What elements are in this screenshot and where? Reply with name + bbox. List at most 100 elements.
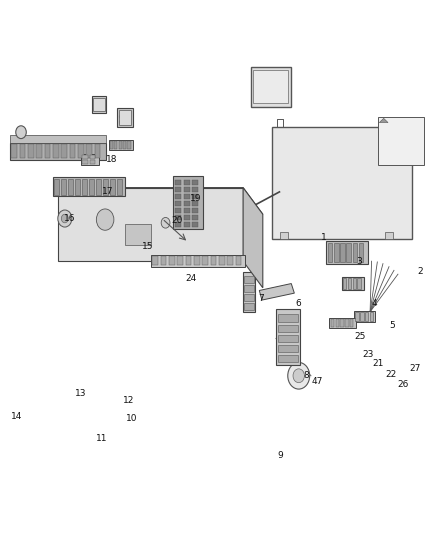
Bar: [346, 243, 351, 262]
Bar: [192, 215, 198, 220]
Polygon shape: [58, 188, 263, 214]
Bar: [93, 98, 105, 111]
Bar: [151, 255, 245, 266]
Bar: [276, 309, 300, 365]
Bar: [173, 176, 203, 229]
Circle shape: [125, 120, 128, 124]
Bar: [54, 179, 59, 195]
Circle shape: [293, 369, 304, 383]
Bar: [244, 276, 254, 283]
Text: 12: 12: [123, 397, 134, 405]
Bar: [244, 303, 254, 310]
Bar: [96, 179, 101, 195]
Bar: [244, 294, 254, 301]
Bar: [45, 144, 50, 158]
Text: 4: 4: [372, 300, 377, 308]
Text: 9: 9: [277, 451, 283, 460]
Bar: [28, 144, 34, 158]
Bar: [177, 256, 183, 265]
Bar: [175, 201, 181, 206]
Bar: [354, 311, 375, 322]
Bar: [61, 144, 67, 158]
Bar: [92, 96, 106, 113]
Bar: [175, 187, 181, 192]
Circle shape: [119, 115, 122, 118]
Bar: [119, 141, 122, 149]
Bar: [336, 319, 339, 327]
Bar: [340, 243, 345, 262]
Bar: [202, 256, 208, 265]
Bar: [184, 201, 190, 206]
Text: 17: 17: [102, 188, 113, 196]
Text: 7: 7: [258, 294, 264, 303]
Bar: [343, 278, 346, 289]
Bar: [175, 222, 181, 227]
Text: 26: 26: [397, 381, 409, 389]
Bar: [357, 278, 361, 289]
Text: 1: 1: [321, 233, 327, 241]
Bar: [110, 141, 113, 149]
Bar: [81, 154, 99, 165]
Bar: [86, 144, 92, 158]
Bar: [110, 179, 115, 195]
Bar: [360, 312, 364, 321]
Circle shape: [125, 115, 128, 118]
Bar: [10, 143, 106, 160]
Bar: [329, 318, 356, 328]
Circle shape: [119, 120, 122, 124]
Bar: [186, 256, 191, 265]
Polygon shape: [243, 188, 263, 288]
Bar: [236, 256, 241, 265]
Bar: [82, 179, 87, 195]
Text: 2: 2: [418, 268, 423, 276]
Bar: [61, 179, 66, 195]
Bar: [355, 312, 359, 321]
Bar: [82, 155, 88, 159]
Bar: [350, 319, 353, 327]
Bar: [378, 117, 424, 165]
Polygon shape: [58, 188, 243, 261]
Circle shape: [96, 209, 114, 230]
Bar: [348, 278, 351, 289]
Bar: [278, 325, 298, 332]
Bar: [227, 256, 233, 265]
Bar: [90, 155, 95, 159]
Text: 3: 3: [356, 257, 362, 265]
Bar: [161, 256, 166, 265]
Text: 23: 23: [362, 350, 374, 359]
Bar: [194, 256, 200, 265]
Bar: [70, 144, 75, 158]
Bar: [244, 285, 254, 292]
Text: 15: 15: [142, 242, 154, 251]
Bar: [340, 319, 344, 327]
Bar: [117, 179, 122, 195]
Bar: [365, 312, 368, 321]
Text: 5: 5: [389, 321, 395, 329]
Bar: [219, 256, 225, 265]
Text: 10: 10: [126, 414, 137, 423]
Bar: [253, 70, 288, 103]
Bar: [280, 232, 288, 239]
Text: 24: 24: [185, 274, 196, 283]
Text: 20: 20: [171, 216, 183, 224]
Bar: [123, 141, 126, 149]
Polygon shape: [259, 284, 294, 300]
Bar: [192, 201, 198, 206]
Bar: [353, 243, 357, 262]
Bar: [359, 243, 363, 262]
Bar: [68, 179, 73, 195]
Text: 18: 18: [106, 156, 117, 164]
Bar: [278, 314, 298, 322]
Bar: [278, 335, 298, 342]
Bar: [119, 110, 131, 125]
Bar: [169, 256, 175, 265]
Bar: [75, 179, 80, 195]
Bar: [184, 187, 190, 192]
Text: 13: 13: [75, 389, 87, 398]
Bar: [184, 222, 190, 227]
Bar: [36, 144, 42, 158]
Text: 16: 16: [64, 214, 76, 223]
Bar: [192, 180, 198, 185]
Bar: [272, 127, 412, 239]
Text: 25: 25: [354, 333, 366, 341]
